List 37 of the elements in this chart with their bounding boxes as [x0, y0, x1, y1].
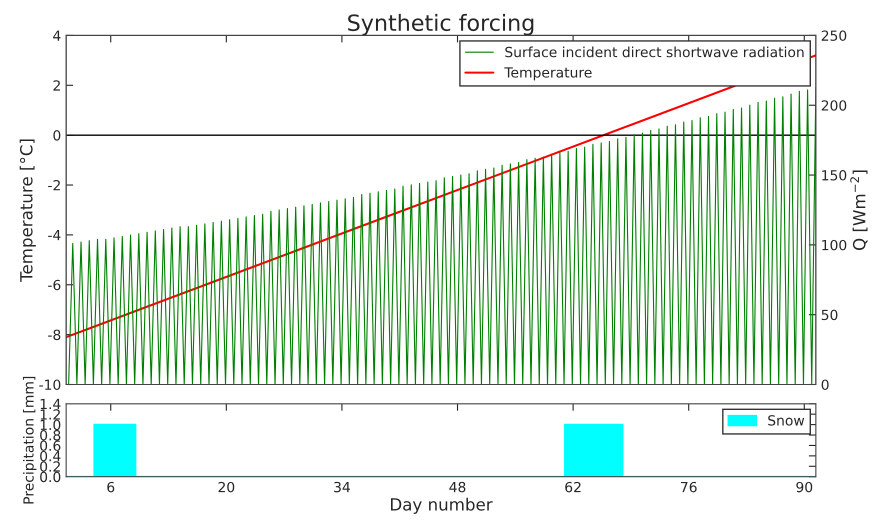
y-axis-title: Temperature [°C] — [20, 139, 36, 282]
y2-axis-title: Q [Wm$^{−2}$] — [850, 170, 868, 250]
y-tick-label: 0.8 — [40, 430, 60, 441]
y2-tick-label: 250 — [822, 30, 846, 41]
y-tick-label: 4 — [53, 30, 61, 41]
x-axis-title: Day number — [391, 498, 493, 514]
y2-tick-label: 200 — [822, 100, 846, 111]
y-tick-label: 2 — [53, 80, 60, 91]
y-tick-label: -8 — [48, 330, 60, 340]
x-tick-label: 20 — [218, 482, 234, 492]
x-tick-label: 90 — [796, 482, 812, 492]
y2-tick-label: 100 — [822, 240, 846, 250]
legend-label: Surface incident direct shortwave radiation — [505, 46, 804, 58]
y-tick-label: -2 — [48, 180, 60, 190]
x-tick-label: 62 — [565, 482, 581, 492]
y2-tick-label: 0 — [822, 379, 829, 390]
y-tick-label: -10 — [39, 379, 60, 390]
y-tick-label: 0 — [53, 130, 60, 141]
legend-label: Temperature — [504, 67, 592, 80]
y-tick-label: 0.0 — [40, 472, 60, 482]
x-tick-label: 34 — [334, 482, 350, 492]
y-axis-title: Precipitation [mm] — [22, 376, 36, 504]
y-tick-label: -6 — [48, 280, 60, 290]
y-tick-label: -4 — [48, 230, 61, 240]
y2-tick-label: 50 — [822, 310, 838, 320]
y2-tick-label: 150 — [822, 170, 846, 181]
y-tick-label: 0.4 — [40, 450, 61, 462]
legend-label: Snow — [768, 415, 804, 426]
y-tick-label: 1.4 — [40, 398, 61, 410]
y-tick-label: 0.2 — [40, 461, 60, 472]
y-tick-label: 0.6 — [40, 440, 60, 451]
chart-title: Synthetic forcing — [348, 14, 534, 36]
x-tick-label: 48 — [449, 482, 466, 492]
x-tick-label: 76 — [681, 482, 697, 492]
y-tick-label: 1.0 — [40, 420, 60, 430]
x-tick-label: 6 — [107, 482, 114, 492]
y-tick-label: 1.2 — [40, 409, 60, 420]
